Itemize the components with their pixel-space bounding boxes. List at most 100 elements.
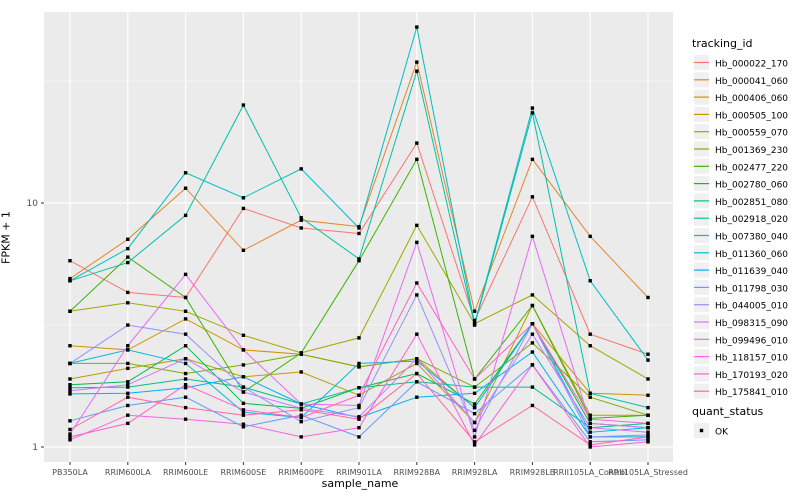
data-point [299, 435, 303, 439]
data-point [530, 341, 535, 345]
legend-label-Hb_000406_060: Hb_000406_060 [715, 94, 788, 104]
data-point [241, 425, 246, 429]
data-point [126, 348, 130, 352]
legend-label-Hb_044005_010: Hb_044005_010 [715, 302, 788, 312]
data-point [183, 344, 188, 348]
data-point [530, 322, 535, 326]
data-point [241, 410, 246, 414]
data-point [646, 358, 650, 362]
data-point [357, 415, 361, 419]
data-point [126, 403, 130, 408]
data-point [299, 370, 303, 374]
data-point [299, 415, 303, 420]
data-point [588, 395, 592, 399]
data-point [530, 385, 535, 389]
data-point [183, 361, 188, 366]
data-point [357, 385, 361, 390]
legend-label-Hb_011639_040: Hb_011639_040 [715, 267, 788, 277]
data-point [415, 141, 419, 145]
data-point [472, 309, 477, 313]
data-point [126, 255, 130, 259]
data-point [68, 377, 72, 381]
data-point [646, 295, 650, 300]
data-point [68, 361, 72, 366]
data-point [472, 377, 477, 381]
data-point [530, 403, 535, 408]
x-tick-label: RRIM928BA [393, 468, 440, 477]
data-point [68, 279, 72, 283]
legend-label-Hb_098315_090: Hb_098315_090 [715, 319, 788, 329]
legend-label-Hb_099496_010: Hb_099496_010 [715, 336, 788, 346]
data-point [472, 405, 477, 410]
data-point [415, 361, 419, 366]
data-point [183, 385, 188, 390]
data-point [241, 206, 246, 211]
legend-label-Hb_000022_170: Hb_000022_170 [715, 60, 788, 70]
data-point [530, 303, 535, 308]
data-point [183, 395, 188, 399]
data-point [588, 445, 592, 449]
data-point [183, 383, 188, 387]
data-point [299, 216, 303, 220]
data-point [357, 405, 361, 410]
data-point [588, 344, 592, 348]
data-point [588, 413, 592, 417]
data-point [415, 359, 419, 363]
data-point [183, 405, 188, 410]
data-point [183, 309, 188, 313]
data-point [357, 393, 361, 397]
data-point [68, 435, 72, 439]
data-point [126, 246, 130, 251]
data-point [530, 106, 535, 110]
data-point [588, 421, 592, 426]
data-point [126, 385, 130, 389]
x-axis-title: sample_name [321, 477, 399, 490]
data-point [183, 186, 188, 190]
data-point [183, 332, 188, 336]
legend-label-Hb_000041_060: Hb_000041_060 [715, 77, 788, 87]
data-point [299, 218, 303, 222]
data-point [472, 428, 477, 433]
data-point [646, 393, 650, 397]
data-point [357, 417, 361, 421]
x-tick-label: RRIM600LE [163, 468, 208, 477]
data-point [646, 421, 650, 426]
data-point [472, 440, 477, 444]
data-point [646, 425, 650, 430]
data-point [472, 435, 477, 439]
data-point [415, 395, 419, 399]
data-point [241, 248, 246, 252]
legend-label-Hb_002780_060: Hb_002780_060 [715, 181, 788, 191]
data-point [415, 25, 419, 29]
data-point [241, 375, 246, 379]
legend-label-Hb_007380_040: Hb_007380_040 [715, 233, 788, 243]
data-point [415, 281, 419, 285]
data-point [299, 419, 303, 424]
data-point [183, 357, 188, 361]
data-point [68, 419, 72, 423]
data-point [126, 383, 130, 387]
data-point [472, 402, 477, 406]
data-point [415, 60, 419, 64]
data-point [588, 425, 592, 430]
data-point [472, 385, 477, 389]
y-axis-title: FPKM + 1 [0, 211, 13, 264]
data-point [357, 425, 361, 430]
data-point [530, 111, 535, 115]
data-point [299, 408, 303, 412]
legend-label-Hb_002851_080: Hb_002851_080 [715, 198, 788, 208]
data-point [588, 391, 592, 395]
data-point [241, 422, 246, 426]
legend-label-Hb_002918_020: Hb_002918_020 [715, 215, 788, 225]
x-tick-label: RRIM600PE [278, 468, 324, 477]
legend-label-Hb_000559_070: Hb_000559_070 [715, 129, 788, 139]
data-point [68, 389, 72, 393]
data-point [357, 336, 361, 340]
data-point [646, 438, 650, 442]
data-point [646, 440, 650, 444]
data-point [68, 438, 72, 442]
legend-label-Hb_118157_010: Hb_118157_010 [715, 354, 788, 364]
data-point [183, 272, 188, 277]
data-point [472, 318, 477, 323]
